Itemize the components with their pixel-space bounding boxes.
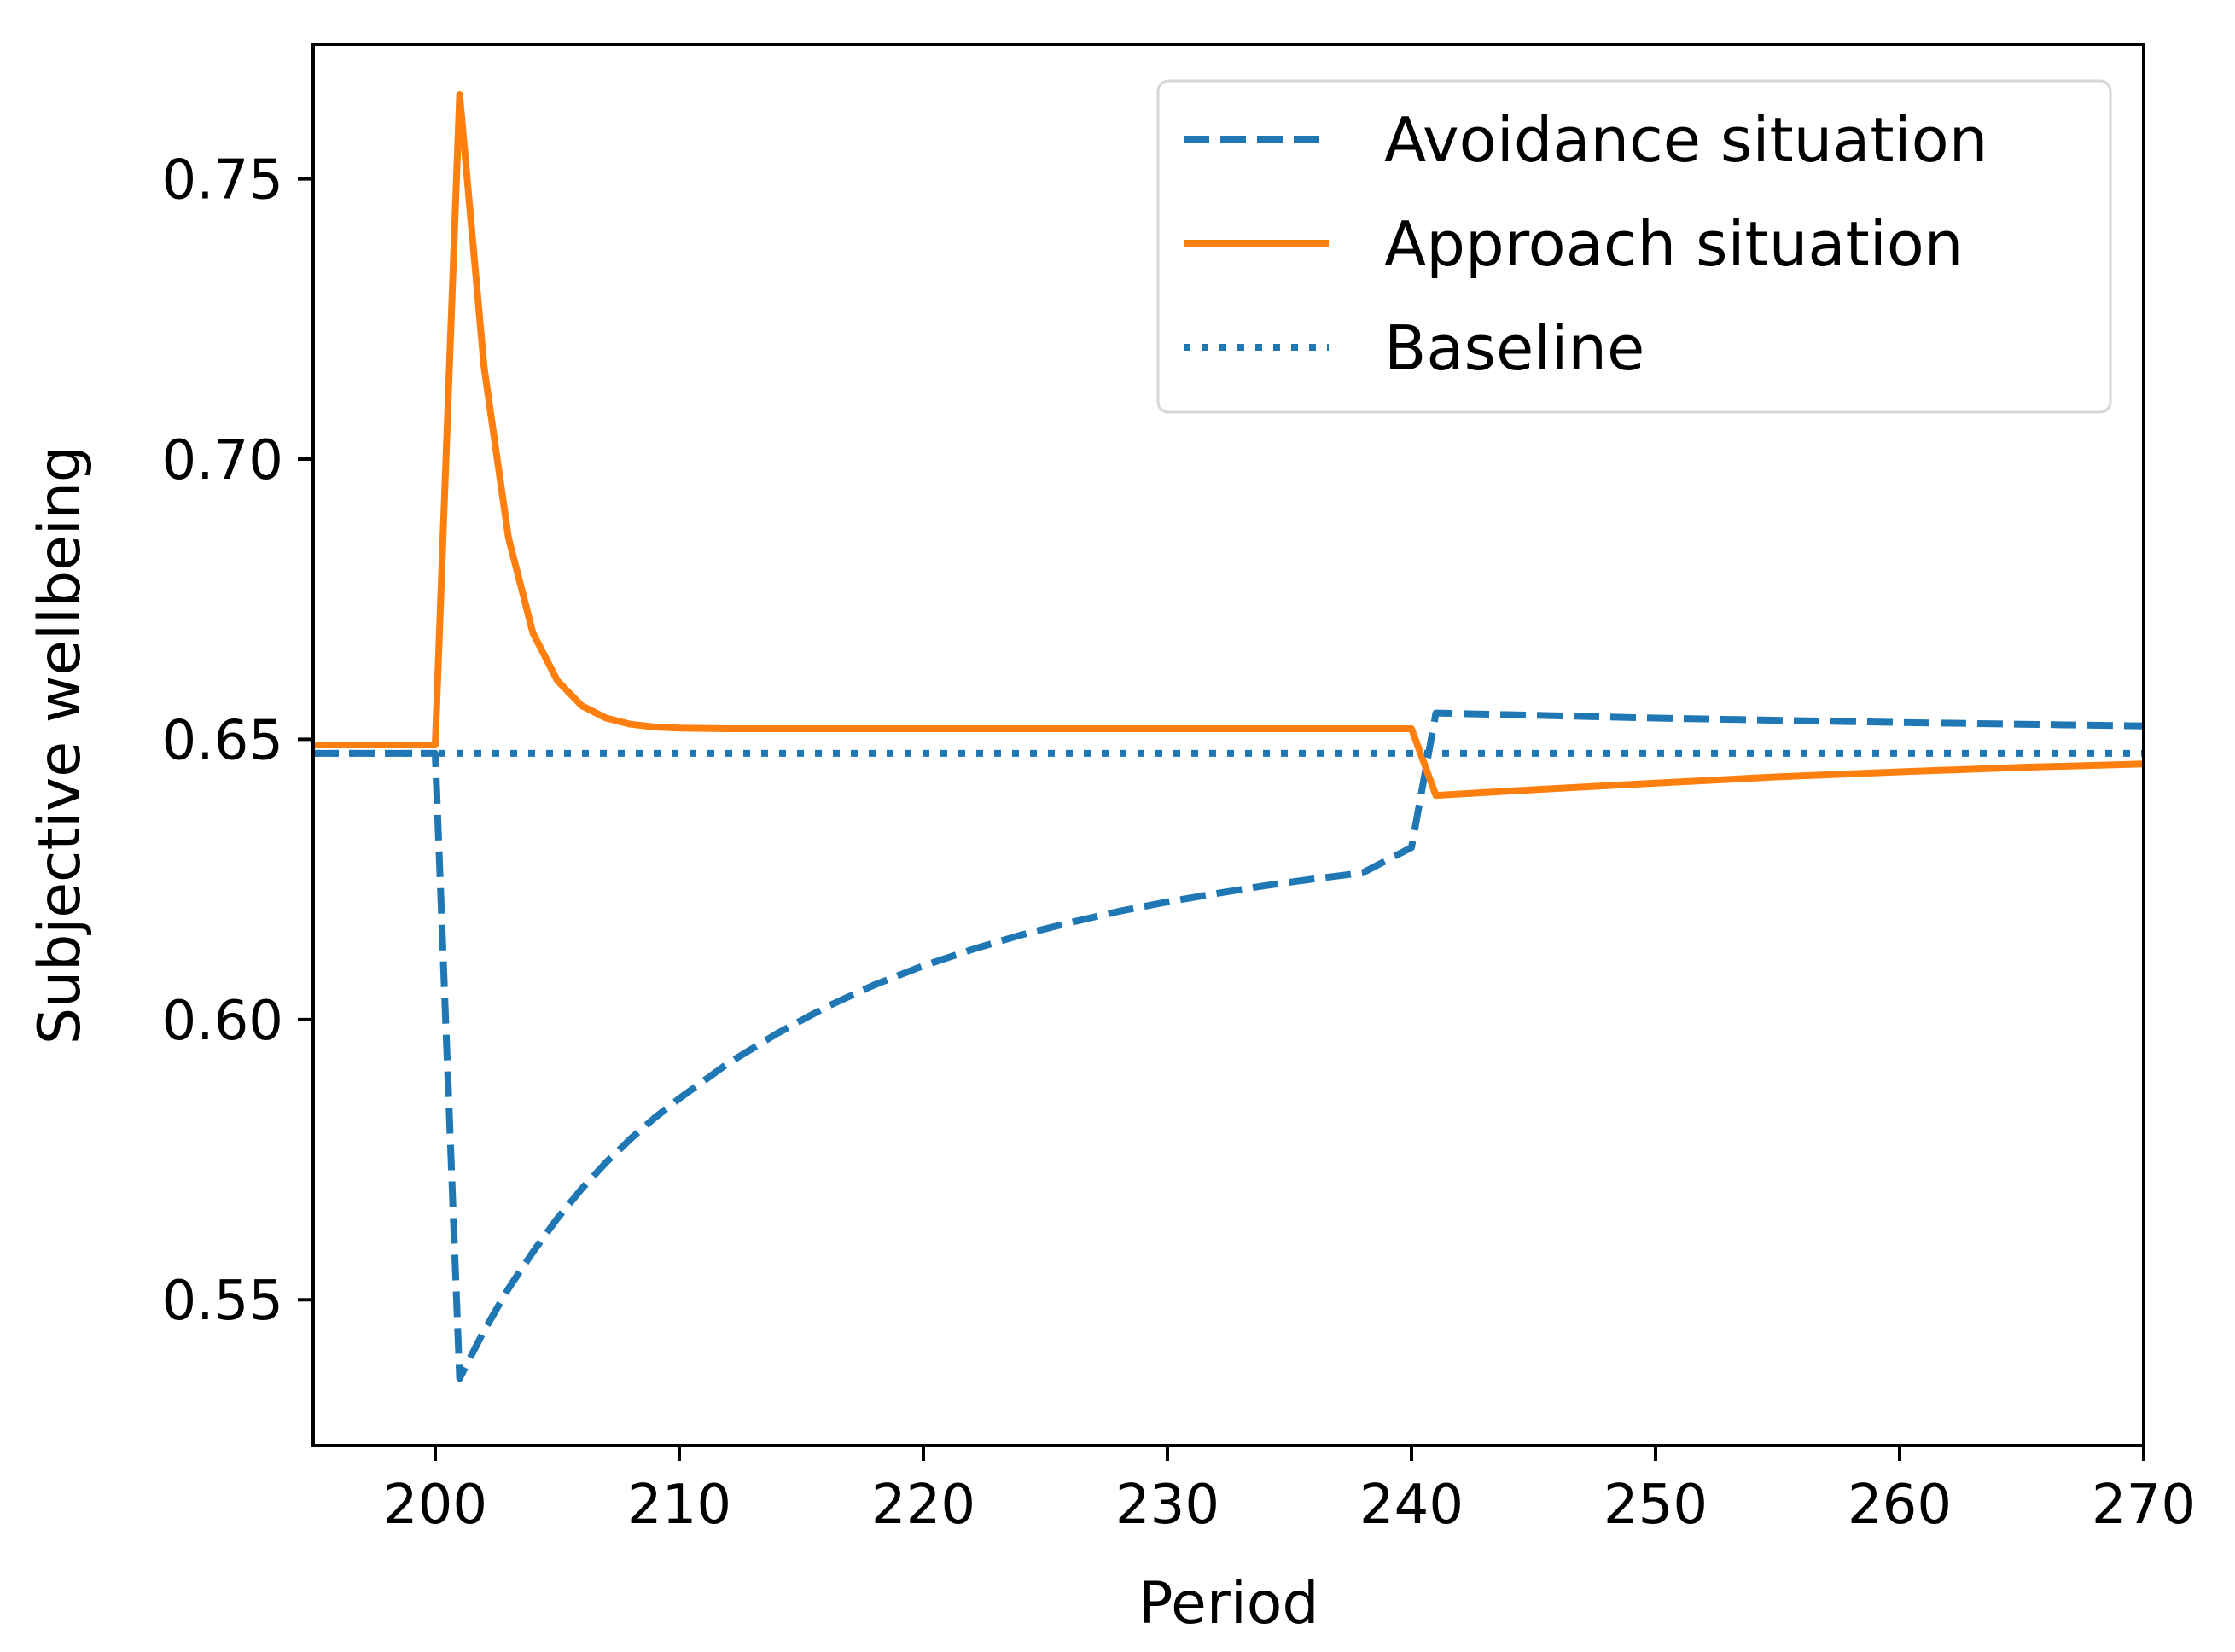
series-line-approach-situation [313,91,2144,800]
legend-label-baseline: Baseline [1384,312,1644,384]
y-tick-label: 0.55 [162,1270,284,1333]
plot-frame [311,43,2145,1447]
x-tick-label: 200 [383,1474,487,1537]
x-axis-label: Period [1138,1570,1318,1637]
x-tick-label: 250 [1603,1474,1708,1537]
ticks-layer: 200 210 220 230 240 250 260 270 0.55 0.60 0.65 0.70… [162,149,2197,1537]
y-tick-label: 0.65 [162,709,284,772]
y-tick-label: 0.60 [162,990,284,1053]
x-tick-label: 210 [627,1474,731,1537]
y-tick-label: 0.75 [162,149,284,212]
legend-label-approach-situation: Approach situation [1384,208,1963,280]
x-tick-label: 270 [2092,1474,2196,1537]
y-axis-label: Subjective wellbeing [26,445,94,1044]
legend-box [1156,79,2112,414]
legend: Avoidance situation Approach situation Bas… [1156,79,2112,414]
series-line-avoidance-situation [313,709,2144,1382]
legend-label-avoidance-situation: Avoidance situation [1384,104,1988,176]
series-layer [313,91,2144,1382]
x-tick-label: 220 [871,1474,975,1537]
y-tick-label: 0.70 [162,429,284,492]
x-tick-label: 260 [1848,1474,1952,1537]
x-tick-label: 230 [1115,1474,1219,1537]
x-tick-label: 240 [1359,1474,1464,1537]
